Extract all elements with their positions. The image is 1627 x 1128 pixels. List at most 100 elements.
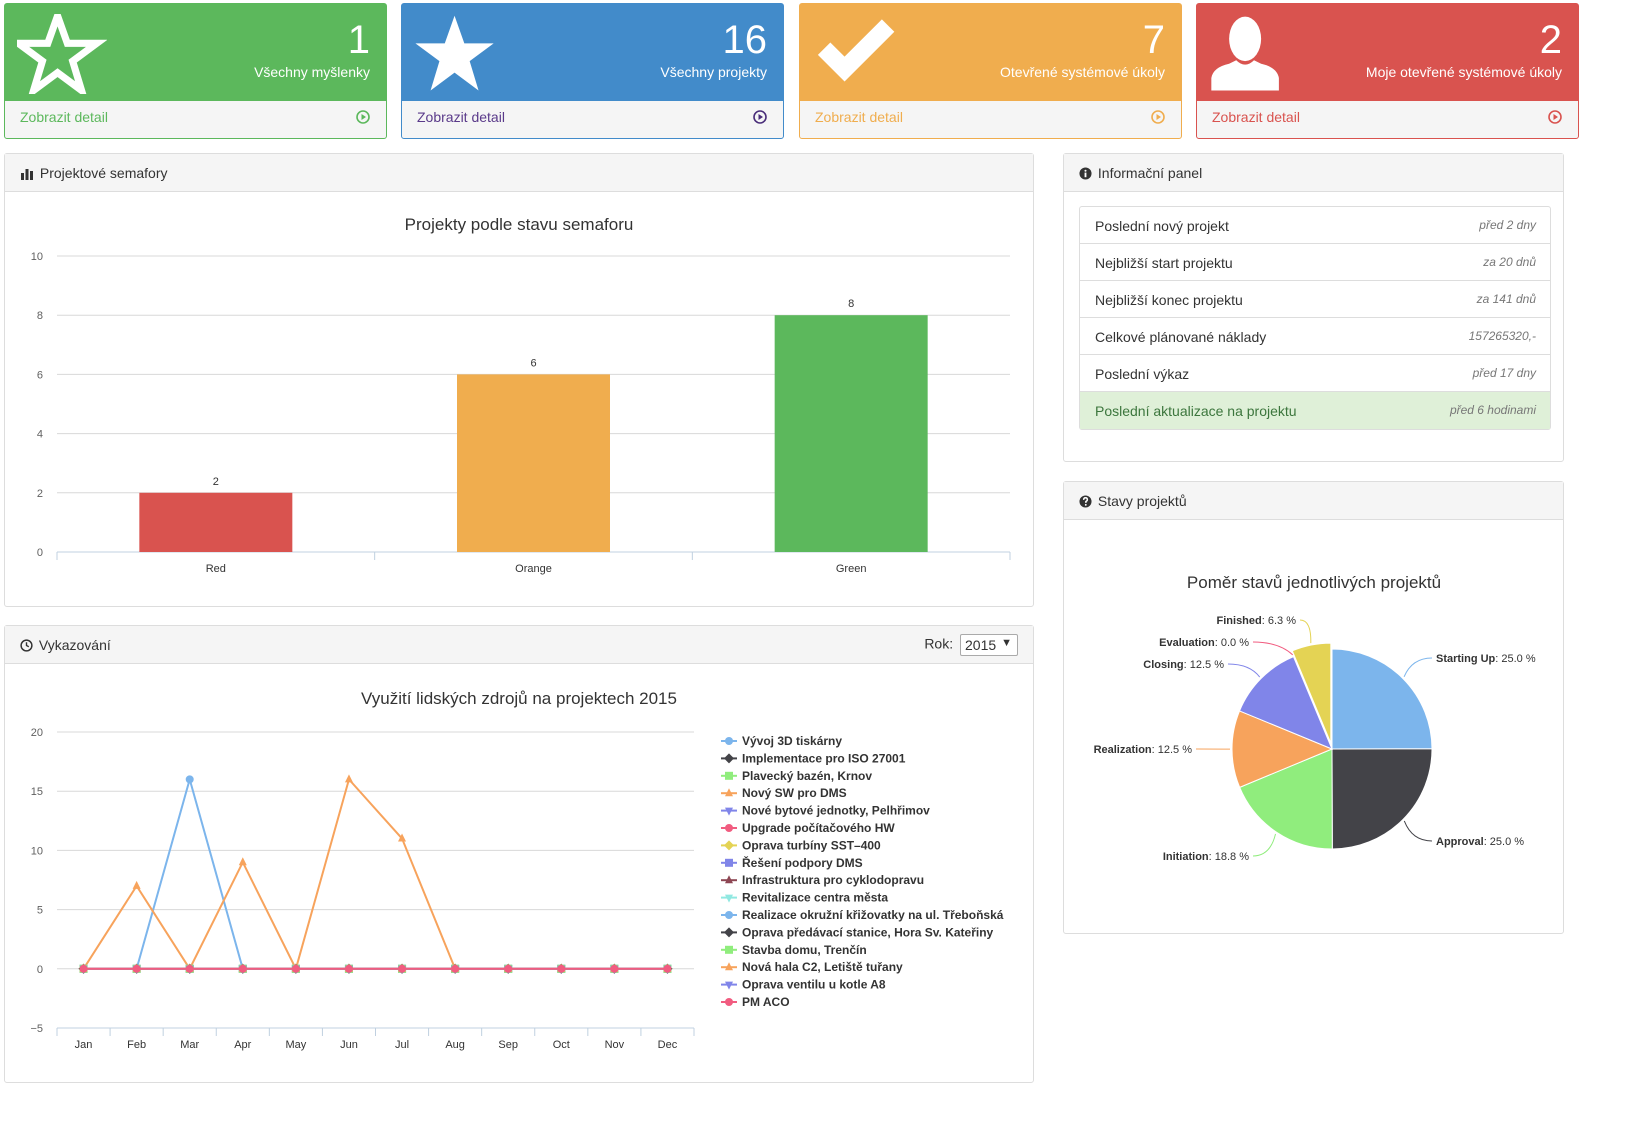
pie-slice (1238, 656, 1333, 750)
pie-slice (1239, 748, 1333, 850)
pie-label-name: Finished (1217, 615, 1262, 627)
semafory-panel: Projektové semafory Projekty podle stavu… (4, 153, 1034, 607)
legend-marker (725, 788, 733, 797)
series-path (82, 777, 668, 972)
data-point (79, 964, 88, 973)
info-value: před 2 dny (1479, 218, 1536, 232)
pie-slice (1291, 642, 1332, 744)
pie-slice (1331, 748, 1433, 850)
legend-marker (725, 771, 733, 780)
y-tick-label: 4 (37, 429, 43, 441)
info-label: Nejbližší start projektu (1095, 255, 1233, 271)
info-label: Nejbližší konec projektu (1095, 292, 1243, 308)
pie-label-value: : 18.8 % (1209, 851, 1250, 863)
panel-heading: Informační panel (1064, 154, 1563, 192)
semafory-bar-chart: Projekty podle stavu semaforu 0 2 4 6 8 10 2 Red… (31, 215, 1011, 575)
panel-title: Projektové semafory (39, 165, 168, 181)
y-tick-label: 10 (31, 251, 43, 263)
view-detail-link[interactable]: Zobrazit detail (800, 99, 1181, 138)
info-label: Celkové plánované náklady (1095, 329, 1267, 345)
y-tick-label: 8 (37, 310, 43, 322)
pie-label: Finished: 6.3 % (1217, 615, 1297, 627)
pie-label-value: : 12.5 % (1184, 659, 1225, 671)
data-point (344, 774, 353, 783)
check-icon (817, 19, 895, 82)
bar (139, 492, 293, 552)
data-point (238, 964, 247, 973)
series-line (79, 775, 247, 973)
list-item: Poslední nový projekt před 2 dny (1080, 207, 1550, 244)
list-item: Poslední aktualizace na projektu před 6 h… (1080, 392, 1550, 429)
pie-connector (1252, 833, 1277, 857)
x-tick-label: Oct (553, 1039, 570, 1051)
bar-chart-icon (21, 169, 33, 180)
data-label: 8 (848, 298, 854, 310)
year-label: Rok: (924, 635, 954, 652)
legend-marker (725, 894, 733, 903)
stat-box-open-tasks: 7 Otevřené systémové úkoly Zobrazit deta… (799, 3, 1182, 139)
year-select[interactable]: 2015 ▼ (960, 634, 1018, 656)
stat-label: Všechny myšlenky (254, 64, 370, 80)
view-detail-link[interactable]: Zobrazit detail (402, 99, 783, 138)
stat-head: 1 Všechny myšlenky (5, 4, 386, 101)
panel-title: Vykazování (38, 637, 111, 653)
x-tick-label: Jan (75, 1039, 93, 1051)
list-item: Celkové plánované náklady 157265320,- (1080, 318, 1550, 355)
pie-label: Initiation: 18.8 % (1163, 851, 1249, 863)
data-point (557, 964, 566, 973)
data-point (451, 964, 460, 973)
legend-item: Oprava turbíny SST–400 (742, 838, 881, 852)
y-tick-label: 6 (37, 369, 43, 381)
caret-down-icon: ▼ (1001, 637, 1012, 649)
view-detail-label: Zobrazit detail (815, 109, 903, 125)
pie-connector (1403, 657, 1433, 678)
year-value: 2015 (965, 637, 997, 653)
legend-item: Vývoj 3D tiskárny (742, 734, 842, 748)
legend-item: Upgrade počítačového HW (742, 821, 895, 835)
stat-number: 16 (722, 18, 768, 62)
star-icon (415, 15, 494, 91)
data-point (398, 833, 407, 842)
info-value: před 17 dny (1472, 366, 1536, 380)
legend-item: Oprava ventilu u kotle A8 (742, 978, 886, 992)
pie-connector (1227, 663, 1261, 678)
legend-marker (724, 753, 734, 764)
pie-label-name: Closing (1143, 659, 1183, 671)
series-line (79, 774, 672, 972)
pie-connector (1299, 619, 1312, 644)
legend-item: Infrastruktura pro cyklodopravu (742, 873, 924, 887)
stat-label: Všechny projekty (660, 64, 767, 80)
chart-title: Využití lidských zdrojů na projektech 20… (361, 689, 677, 708)
info-panel: Informační panel Poslední nový projekt př… (1063, 153, 1564, 462)
pie-connector (1403, 820, 1433, 842)
legend-item: Nová hala C2, Letiště tuřany (742, 960, 903, 974)
legend-item: Oprava předávací stanice, Hora Sv. Kateř… (742, 925, 994, 939)
pie-label-name: Approval (1436, 836, 1484, 848)
x-tick-label: Feb (127, 1039, 146, 1051)
y-tick-label: 0 (37, 547, 43, 559)
panel-title: Stavy projektů (1097, 493, 1187, 509)
chart-title: Projekty podle stavu semaforu (405, 215, 634, 234)
view-detail-link[interactable]: Zobrazit detail (1197, 99, 1578, 138)
pie-label: Evaluation: 0.0 % (1159, 637, 1249, 649)
legend-marker (725, 807, 733, 816)
stat-box-ideas: 1 Všechny myšlenky Zobrazit detail (4, 3, 387, 139)
view-detail-link[interactable]: Zobrazit detail (5, 99, 386, 138)
pie-label-value: : 6.3 % (1262, 615, 1296, 627)
pie-label: Starting Up: 25.0 % (1436, 653, 1536, 665)
info-value: před 6 hodinami (1449, 403, 1536, 417)
y-tick-label: 10 (31, 845, 43, 857)
list-item: Poslední výkaz před 17 dny (1080, 355, 1550, 392)
legend-marker (725, 981, 733, 990)
data-label: 2 (213, 476, 219, 488)
pie-label-value: : 12.5 % (1152, 744, 1193, 756)
legend-item: Stavba domu, Trenčín (742, 943, 867, 957)
pie-label: Realization: 12.5 % (1094, 744, 1193, 756)
legend-marker (725, 945, 733, 954)
stavy-panel: Stavy projektů Poměr stavů jednotlivých … (1063, 481, 1564, 934)
data-point (398, 964, 407, 973)
pie-label-name: Evaluation (1159, 637, 1215, 649)
legend-item: PM ACO (742, 995, 790, 1009)
x-tick-label: Dec (658, 1039, 678, 1051)
info-value: 157265320,- (1468, 329, 1536, 343)
